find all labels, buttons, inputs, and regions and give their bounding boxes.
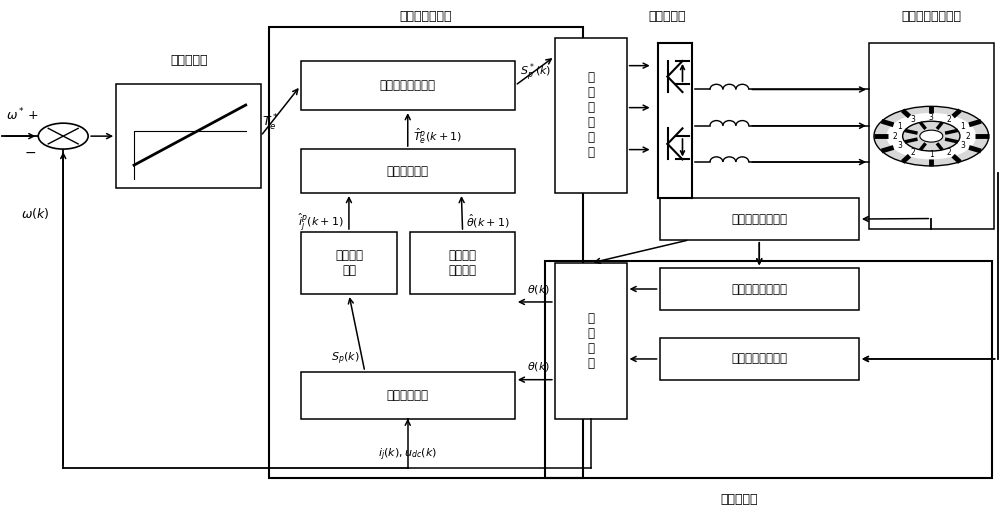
Bar bbox=[869, 43, 994, 229]
Bar bbox=[660, 268, 859, 309]
Text: $\theta(k)$: $\theta(k)$ bbox=[527, 282, 550, 295]
Text: 滤
波
模
块: 滤 波 模 块 bbox=[587, 312, 594, 370]
Text: 3: 3 bbox=[898, 141, 902, 150]
Text: 扇区计算模块: 扇区计算模块 bbox=[387, 389, 429, 402]
Text: 3: 3 bbox=[911, 115, 916, 125]
Text: 2: 2 bbox=[911, 148, 916, 157]
Bar bbox=[269, 27, 583, 478]
Bar bbox=[301, 149, 515, 193]
Text: $-$: $-$ bbox=[24, 145, 36, 159]
Circle shape bbox=[887, 113, 976, 159]
Bar bbox=[301, 232, 397, 294]
Text: 3: 3 bbox=[929, 113, 934, 122]
Bar bbox=[410, 232, 515, 294]
Text: 1: 1 bbox=[929, 151, 934, 159]
Text: 2: 2 bbox=[947, 115, 952, 125]
Text: $\hat{i}_j^p(k+1)$: $\hat{i}_j^p(k+1)$ bbox=[298, 210, 344, 233]
Text: 转速控制器: 转速控制器 bbox=[170, 55, 208, 68]
Bar bbox=[301, 372, 515, 418]
Text: 转矩计算模块: 转矩计算模块 bbox=[387, 165, 429, 178]
Text: 转子位置
预测模块: 转子位置 预测模块 bbox=[449, 249, 477, 277]
Circle shape bbox=[874, 106, 989, 166]
Text: $S_p^*(k)$: $S_p^*(k)$ bbox=[520, 61, 551, 84]
Text: $S_p(k)$: $S_p(k)$ bbox=[331, 351, 360, 367]
Text: 预测转矩控制器: 预测转矩控制器 bbox=[399, 10, 451, 23]
Text: $\hat{\theta}(k+1)$: $\hat{\theta}(k+1)$ bbox=[466, 213, 509, 230]
Text: 三相开关磁阻电机: 三相开关磁阻电机 bbox=[902, 10, 962, 23]
Text: 信号采集器: 信号采集器 bbox=[721, 493, 758, 506]
Text: 三相电流检测模块: 三相电流检测模块 bbox=[731, 213, 787, 226]
Text: 母线电压检测模块: 母线电压检测模块 bbox=[731, 282, 787, 295]
Text: 2: 2 bbox=[947, 148, 952, 157]
Bar bbox=[555, 38, 627, 193]
Text: $i_j(k), u_{dc}(k)$: $i_j(k), u_{dc}(k)$ bbox=[378, 446, 437, 463]
Text: $\omega^*+$: $\omega^*+$ bbox=[6, 107, 39, 123]
Circle shape bbox=[38, 123, 88, 149]
Bar bbox=[116, 84, 261, 188]
Bar bbox=[545, 260, 992, 478]
Text: 1: 1 bbox=[960, 122, 965, 131]
Bar bbox=[301, 61, 515, 110]
Text: $\theta(k)$: $\theta(k)$ bbox=[527, 360, 550, 373]
Bar bbox=[555, 263, 627, 418]
Text: 功率变换器: 功率变换器 bbox=[649, 10, 686, 23]
Text: 转子位置检测模块: 转子位置检测模块 bbox=[731, 353, 787, 365]
Bar bbox=[660, 338, 859, 380]
Bar bbox=[660, 199, 859, 240]
Text: 1: 1 bbox=[898, 122, 902, 131]
Text: 开关矢量选择模块: 开关矢量选择模块 bbox=[380, 79, 436, 92]
Text: 电流预测
模块: 电流预测 模块 bbox=[335, 249, 363, 277]
Text: $\omega(k)$: $\omega(k)$ bbox=[21, 206, 50, 221]
Circle shape bbox=[920, 130, 943, 142]
Text: 3: 3 bbox=[960, 141, 965, 150]
Text: $\hat{T}_e^p(k+1)$: $\hat{T}_e^p(k+1)$ bbox=[413, 127, 462, 146]
Text: 2: 2 bbox=[893, 132, 898, 141]
Circle shape bbox=[903, 121, 960, 151]
Text: 2: 2 bbox=[965, 132, 970, 141]
Text: 功
率
放
大
模
块: 功 率 放 大 模 块 bbox=[587, 71, 594, 159]
Text: $T_e^*$: $T_e^*$ bbox=[262, 113, 279, 133]
